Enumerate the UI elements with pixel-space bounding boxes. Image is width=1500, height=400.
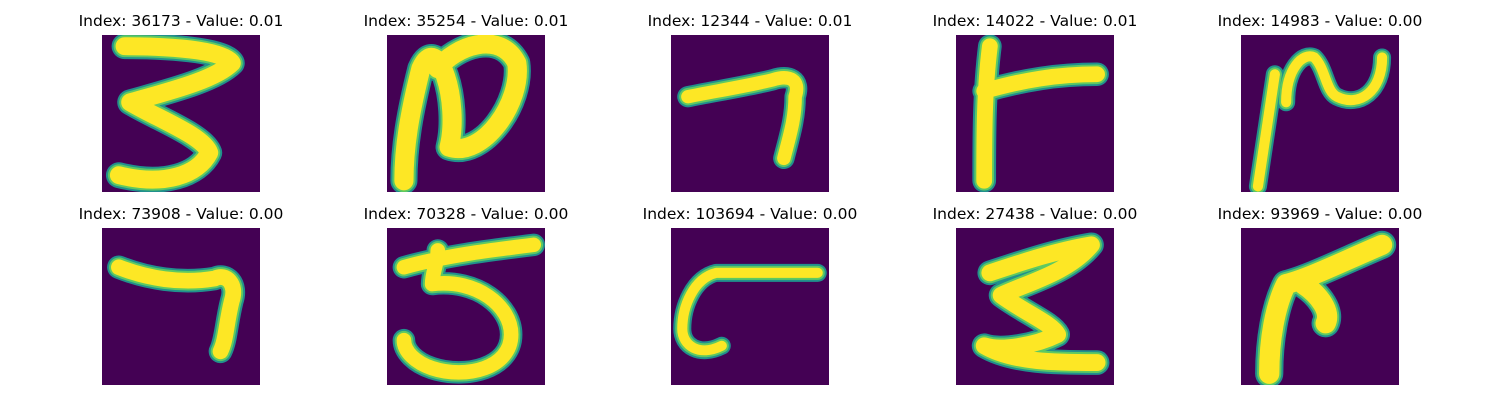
panel-title: Index: 35254 - Value: 0.01 (363, 12, 569, 30)
digit-image (671, 35, 829, 192)
digit-stroke-canvas (671, 228, 829, 385)
stroke-core (677, 267, 823, 356)
panel-title: Index: 14983 - Value: 0.00 (1217, 12, 1423, 30)
digit-stroke-canvas (102, 35, 260, 192)
stroke-core (681, 71, 804, 166)
digit-image (387, 35, 545, 192)
digit-image (956, 35, 1114, 192)
digit-image (102, 228, 260, 385)
digit-stroke-canvas (1241, 228, 1399, 385)
stroke-core (976, 38, 1105, 189)
image-background (671, 228, 829, 385)
panel-title: Index: 93969 - Value: 0.00 (1217, 205, 1423, 223)
digit-stroke-canvas (1241, 35, 1399, 192)
digit-stroke-canvas (387, 35, 545, 192)
digit-image (671, 228, 829, 385)
digit-stroke-canvas (956, 228, 1114, 385)
digit-stroke-canvas (102, 228, 260, 385)
panel-title: Index: 73908 - Value: 0.00 (78, 205, 284, 223)
panel-title: Index: 36173 - Value: 0.01 (78, 12, 284, 30)
digit-image (387, 228, 545, 385)
digit-image (1241, 228, 1399, 385)
digit-stroke-canvas (671, 35, 829, 192)
digit-stroke-canvas (956, 35, 1114, 192)
stroke-core (1252, 51, 1388, 192)
image-background (671, 35, 829, 192)
panel-title: Index: 103694 - Value: 0.00 (642, 205, 858, 223)
panel-title: Index: 12344 - Value: 0.01 (647, 12, 853, 30)
stroke-core (975, 236, 1106, 371)
digit-image (1241, 35, 1399, 192)
panel-title: Index: 27438 - Value: 0.00 (932, 205, 1138, 223)
stroke-core (111, 259, 242, 360)
panel-title: Index: 14022 - Value: 0.01 (932, 12, 1138, 30)
stroke-core (394, 35, 527, 191)
stroke-core (1259, 234, 1393, 384)
panel-title: Index: 70328 - Value: 0.00 (363, 205, 569, 223)
digit-image (102, 35, 260, 192)
stroke-core (109, 37, 241, 189)
digit-stroke-canvas (387, 228, 545, 385)
stroke-core (396, 237, 542, 380)
digit-image (956, 228, 1114, 385)
